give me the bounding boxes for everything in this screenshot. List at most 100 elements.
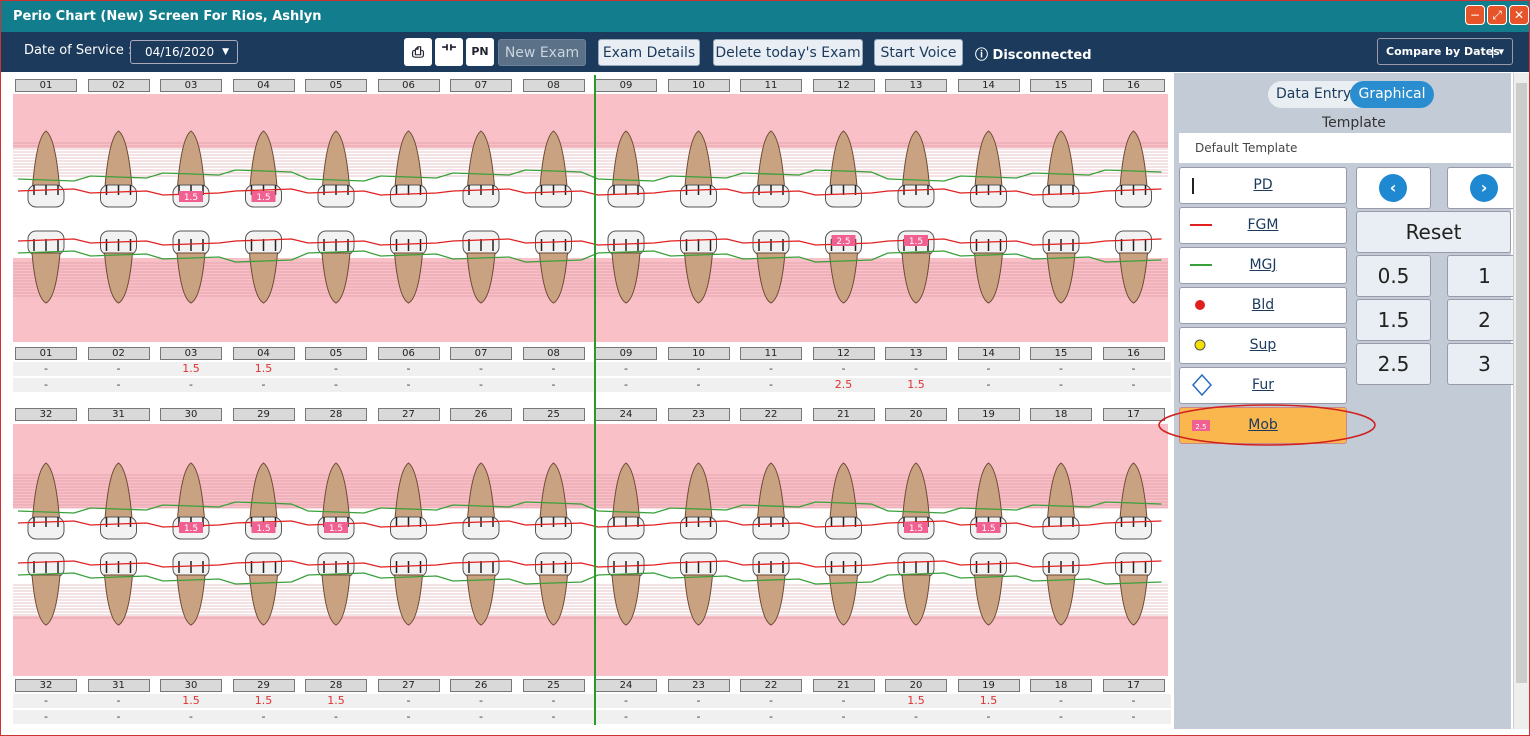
tooth-number-8[interactable]: 09 [595,347,657,360]
tooth-number-3[interactable]: 29 [232,679,295,692]
tooth-number-4[interactable]: 05 [305,79,367,92]
tooth-number-3[interactable]: 04 [232,347,295,360]
tooth-number-13[interactable]: 14 [957,79,1020,92]
tooth-number-15[interactable]: 17 [1102,408,1165,421]
tooth-number-12[interactable]: 20 [885,679,947,692]
tooth-number-5[interactable]: 27 [377,679,440,692]
tooth-number-1[interactable]: 31 [87,408,150,421]
tooth-number-2[interactable]: 30 [160,408,222,421]
minimize-icon[interactable]: − [1465,5,1485,25]
new-exam-button[interactable]: New Exam [498,39,586,66]
start-voice-button[interactable]: Start Voice [874,39,963,66]
tooth-number-2[interactable]: 30 [160,679,222,692]
prev-button[interactable]: ‹ [1356,167,1431,209]
tooth-number-14[interactable]: 15 [1030,347,1092,360]
tooth-number-6[interactable]: 07 [450,79,512,92]
upper-pink-band [13,94,1168,148]
delete-exam-button[interactable]: Delete today's Exam [713,39,863,66]
legend-mob[interactable]: 2.5 Mob [1179,407,1347,444]
tooth-number-2[interactable]: 03 [160,79,222,92]
tooth-number-6[interactable]: 26 [450,679,512,692]
tooth-number-0[interactable]: 32 [15,408,77,421]
template-select[interactable]: Default Template [1179,133,1511,163]
tooth-number-12[interactable]: 13 [885,79,947,92]
tooth-number-0[interactable]: 32 [15,679,77,692]
legend-sup[interactable]: Sup [1179,327,1347,364]
tooth-number-0[interactable]: 01 [15,79,77,92]
tooth-number-1[interactable]: 02 [87,79,150,92]
tooth-number-15[interactable]: 17 [1102,679,1165,692]
tooth-number-10[interactable]: 11 [740,79,802,92]
maximize-icon[interactable]: ⤢ [1487,5,1507,25]
tooth-number-15[interactable]: 16 [1102,347,1165,360]
tooth-number-11[interactable]: 21 [812,408,875,421]
tooth-number-11[interactable]: 12 [812,347,875,360]
exam-details-button[interactable]: Exam Details [598,39,700,66]
tooth-number-13[interactable]: 19 [957,408,1020,421]
tooth-number-10[interactable]: 22 [740,408,802,421]
tooth-number-15[interactable]: 16 [1102,79,1165,92]
tooth-number-7[interactable]: 25 [522,408,585,421]
tooth-number-4[interactable]: 28 [305,408,367,421]
tooth-number-8[interactable]: 24 [595,679,657,692]
tooth-number-1[interactable]: 31 [87,679,150,692]
tooth-root [466,574,496,626]
tooth-number-9[interactable]: 10 [667,347,730,360]
value-button-1[interactable]: 1 [1447,255,1522,297]
legend-fgm[interactable]: FGM [1179,207,1347,244]
legend-bld[interactable]: Bld [1179,287,1347,324]
tooth-number-14[interactable]: 15 [1030,79,1092,92]
tooth-number-5[interactable]: 06 [377,79,440,92]
tooth-root [321,252,351,304]
tooth-number-0[interactable]: 01 [15,347,77,360]
legend-pd[interactable]: PD [1179,167,1347,204]
tooth-number-12[interactable]: 20 [885,408,947,421]
tooth-number-14[interactable]: 18 [1030,408,1092,421]
compare-by-dates-dropdown[interactable]: Compare by Dates | ▾ [1377,38,1513,65]
tooth-number-7[interactable]: 08 [522,79,585,92]
tooth-number-13[interactable]: 14 [957,347,1020,360]
date-of-service-select[interactable]: 04/16/2020 ▼ [130,40,238,64]
tooth-number-11[interactable]: 21 [812,679,875,692]
tooth-number-10[interactable]: 11 [740,347,802,360]
tooth-number-8[interactable]: 09 [595,79,657,92]
data-entry-option[interactable]: Data Entry [1276,86,1352,102]
tooth-number-13[interactable]: 19 [957,679,1020,692]
value-button-3[interactable]: 3 [1447,343,1522,385]
tooth-number-7[interactable]: 25 [522,679,585,692]
legend-fur[interactable]: Fur [1179,367,1347,404]
tooth-number-7[interactable]: 08 [522,347,585,360]
tooth-number-5[interactable]: 27 [377,408,440,421]
tooth-number-5[interactable]: 06 [377,347,440,360]
tooth-number-6[interactable]: 26 [450,408,512,421]
tooth-number-3[interactable]: 04 [232,79,295,92]
next-button[interactable]: › [1447,167,1522,209]
value-button-2-5[interactable]: 2.5 [1356,343,1431,385]
pn-note-icon[interactable]: PN [466,38,494,66]
tooth-number-9[interactable]: 10 [667,79,730,92]
tooth-number-14[interactable]: 18 [1030,679,1092,692]
legend-mgj[interactable]: MGJ [1179,247,1347,284]
value-button-1-5[interactable]: 1.5 [1356,299,1431,341]
tooth-number-4[interactable]: 28 [305,679,367,692]
tooth-number-9[interactable]: 23 [667,408,730,421]
tooth-number-4[interactable]: 05 [305,347,367,360]
view-mode-toggle[interactable]: Data Entry Graphical [1268,81,1434,108]
close-icon[interactable]: ✕ [1509,5,1529,25]
graphical-option[interactable]: Graphical [1350,81,1434,108]
tooth-number-11[interactable]: 12 [812,79,875,92]
tooth-number-12[interactable]: 13 [885,347,947,360]
tooth-number-3[interactable]: 29 [232,408,295,421]
vertical-scrollbar[interactable] [1513,73,1529,729]
tooth-number-1[interactable]: 02 [87,347,150,360]
value-button-0-5[interactable]: 0.5 [1356,255,1431,297]
tooth-icon[interactable]: ⻀ [435,38,463,66]
tooth-number-2[interactable]: 03 [160,347,222,360]
print-icon[interactable]: ⎙ [404,38,432,66]
tooth-number-9[interactable]: 23 [667,679,730,692]
tooth-number-6[interactable]: 07 [450,347,512,360]
reset-button[interactable]: Reset [1356,211,1511,253]
tooth-number-10[interactable]: 22 [740,679,802,692]
scrollbar-thumb[interactable] [1516,83,1527,683]
value-button-2[interactable]: 2 [1447,299,1522,341]
